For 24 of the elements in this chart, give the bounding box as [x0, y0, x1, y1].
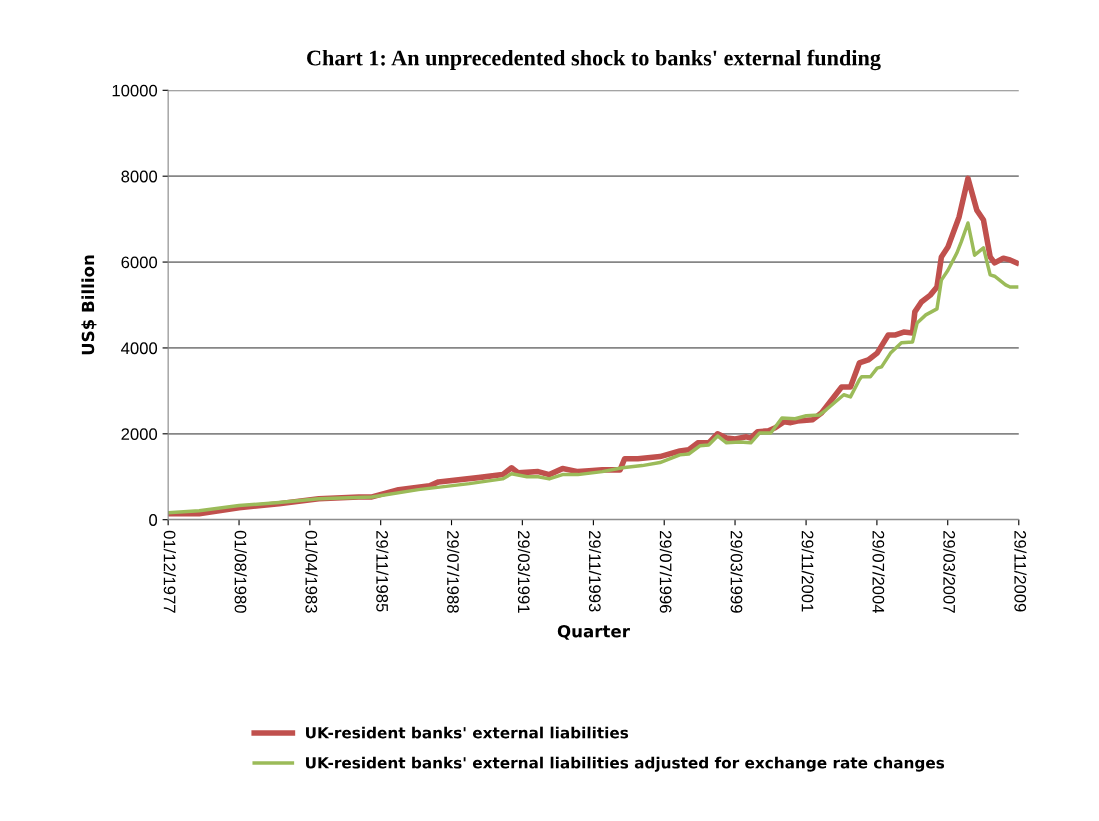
- y-tick-label: 2000: [121, 428, 158, 441]
- x-tick-label: 29/07/1988: [447, 530, 460, 613]
- x-tick-label: 29/03/1991: [517, 530, 531, 613]
- x-tick-label: 29/11/2001: [801, 530, 814, 612]
- y-tick-label: 8000: [121, 170, 158, 183]
- y-tick-label: 4000: [121, 342, 158, 355]
- legend-label: UK-resident banks' external liabilities adjusted for exchange rate changes: [306, 756, 945, 772]
- x-tick-label: 29/07/2004: [872, 530, 885, 614]
- x-tick-label: 29/03/2007: [943, 530, 956, 613]
- y-tick-label: 10000: [112, 84, 158, 97]
- chart-title: Chart 1: An unprecedented shock to banks' external funding: [307, 49, 881, 71]
- x-tick-label: 01/12/1977: [163, 530, 176, 613]
- x-tick-label: 01/08/1980: [234, 530, 247, 613]
- x-tick-label: 01/04/1983: [305, 530, 318, 613]
- x-tick-label: 29/11/1993: [588, 530, 602, 612]
- legend-label: UK-resident banks' external liabilities: [306, 726, 629, 739]
- y-tick-label: 0: [149, 514, 158, 526]
- x-tick-label: 29/07/1996: [659, 530, 672, 613]
- x-axis-title: Quarter: [557, 624, 630, 640]
- y-tick-label: 6000: [121, 256, 158, 269]
- y-axis-title: US$ Billion: [81, 255, 97, 355]
- x-tick-label: 29/03/1999: [730, 530, 743, 613]
- x-tick-label: 29/11/1985: [376, 530, 389, 612]
- x-tick-label: 29/11/2009: [1014, 530, 1027, 612]
